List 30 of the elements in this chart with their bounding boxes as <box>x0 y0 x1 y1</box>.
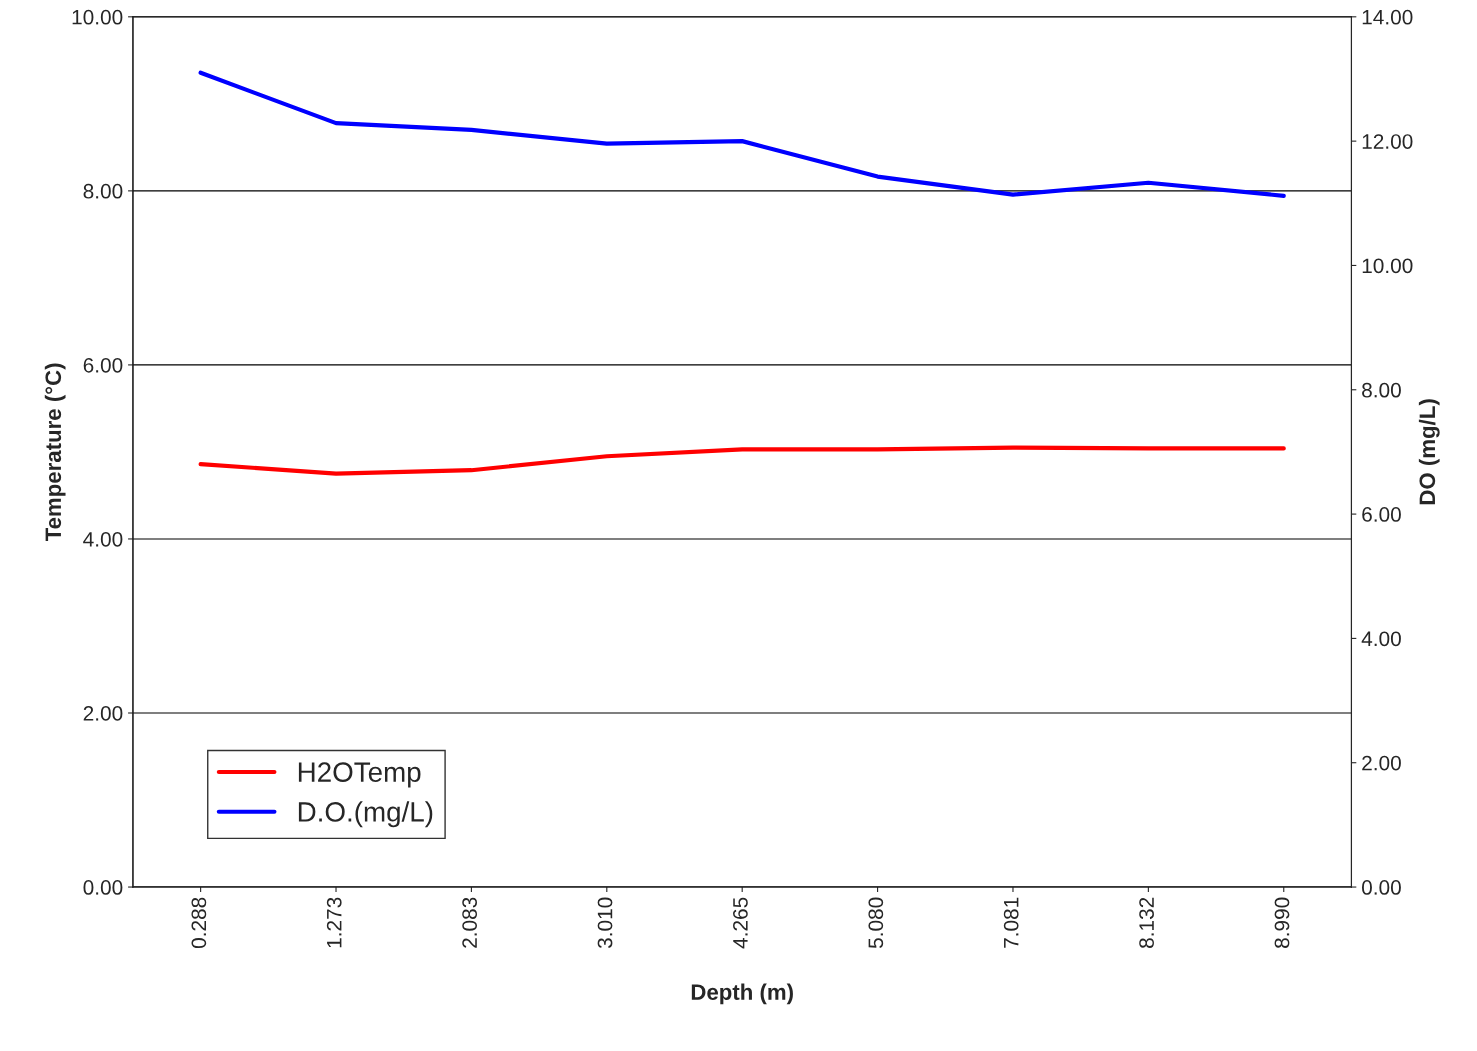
x-tick-label: 5.080 <box>868 897 884 949</box>
x-tick-label: 1.273 <box>326 897 342 948</box>
y2-axis-title: DO (mg/L) <box>1418 399 1440 505</box>
y2-tick-label: 10.00 <box>1362 258 1413 274</box>
legend-label: H2OTemp <box>298 762 421 788</box>
y2-tick-label: 4.00 <box>1361 631 1401 647</box>
y-tick-label: 8.00 <box>83 183 123 199</box>
y-tick-label: 6.00 <box>83 357 123 373</box>
y-tick-label: 4.00 <box>83 531 123 547</box>
x-tick-label: 4.265 <box>733 897 748 949</box>
x-axis-title: Depth (m) <box>691 983 793 1005</box>
y-tick-label: 0.00 <box>83 880 123 895</box>
line-series <box>198 445 1286 476</box>
y-tick-label: 10.00 <box>72 9 123 25</box>
y2-tick-label: 0.00 <box>1361 880 1401 895</box>
y-axis-title: Temperature (°C) <box>44 363 66 542</box>
x-tick-label: 7.081 <box>1003 897 1019 948</box>
y2-tick-label: 2.00 <box>1362 755 1401 771</box>
x-tick-label: 2.083 <box>462 897 477 948</box>
x-tick-label: 3.010 <box>597 897 613 949</box>
y2-tick-label: 8.00 <box>1362 382 1401 398</box>
x-tick-label: 0.288 <box>191 897 207 949</box>
y2-tick-label: 6.00 <box>1362 507 1401 522</box>
y-tick-label: 2.00 <box>83 706 123 721</box>
y2-tick-label: 12.00 <box>1362 134 1413 149</box>
x-tick-label: 8.990 <box>1274 897 1290 948</box>
line-series <box>198 70 1286 198</box>
x-tick-label: 8.132 <box>1139 897 1154 948</box>
y2-tick-label: 14.00 <box>1362 9 1413 25</box>
legend-label: D.O.(mg/L) <box>298 801 433 828</box>
